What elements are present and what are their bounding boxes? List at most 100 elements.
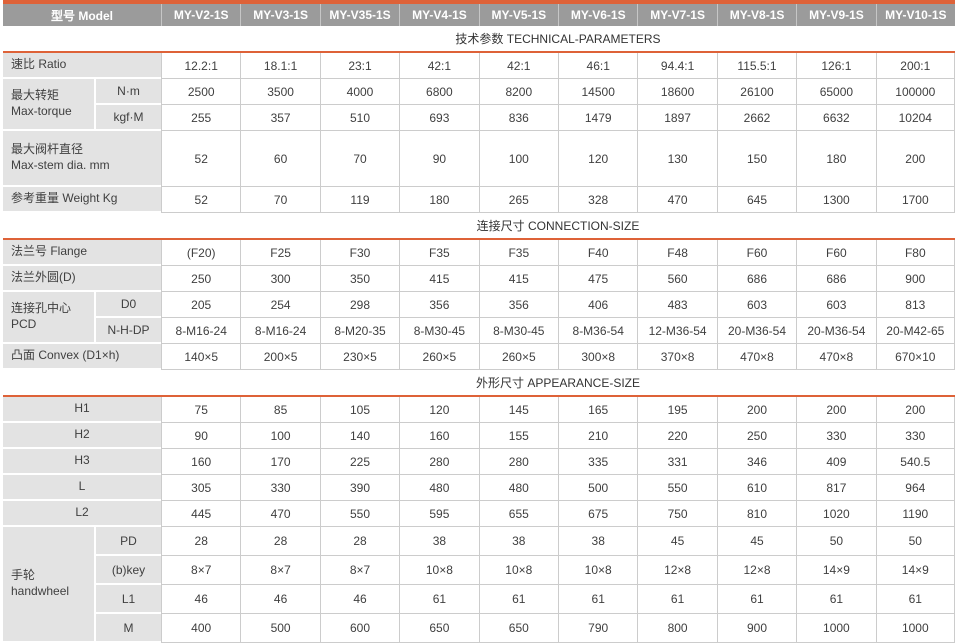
data-cell: 280 bbox=[478, 449, 558, 475]
data-cell: 12-M36-54 bbox=[637, 318, 717, 344]
data-cell: 70 bbox=[240, 187, 320, 213]
group-subrows: D0 205 254 298 356 356 406 483 603 603 813 N-H-DP 8-… bbox=[96, 292, 955, 344]
data-cell: 90 bbox=[161, 423, 241, 449]
data-cell: 650 bbox=[399, 614, 479, 643]
section-title: 连接尺寸 CONNECTION-SIZE bbox=[3, 213, 955, 240]
data-cell: 46 bbox=[319, 585, 400, 614]
data-cell: 45 bbox=[637, 527, 717, 556]
table-group-row: 最大转矩 Max-torque N·m 2500 3500 4000 6800 8200 145… bbox=[3, 79, 955, 131]
data-cell: F30 bbox=[319, 240, 400, 266]
data-cell: 300 bbox=[240, 266, 320, 292]
data-cell: 550 bbox=[319, 501, 400, 527]
data-cell: 483 bbox=[637, 292, 717, 318]
data-cell: 70 bbox=[319, 131, 400, 187]
table-row: 参考重量 Weight Kg 52 70 119 180 265 328 470 645 1300… bbox=[3, 187, 955, 213]
data-cell: 26100 bbox=[716, 79, 797, 105]
data-cell: 195 bbox=[637, 397, 717, 423]
row-label-line: 法兰外圆(D) bbox=[11, 270, 76, 285]
data-cell: 2500 bbox=[161, 79, 241, 105]
row-label: 法兰号 Flange bbox=[3, 240, 161, 266]
data-cell: 42:1 bbox=[478, 53, 558, 79]
data-cell: 550 bbox=[637, 475, 717, 501]
data-cell: 115.5:1 bbox=[716, 53, 797, 79]
data-cell: 230×5 bbox=[319, 344, 400, 370]
data-cell: 61 bbox=[637, 585, 717, 614]
data-cell: 155 bbox=[478, 423, 558, 449]
data-cell: F25 bbox=[240, 240, 320, 266]
table-row: N·m 2500 3500 4000 6800 8200 14500 18600 26100 65… bbox=[96, 79, 955, 105]
model-header-cell: MY-V7-1S bbox=[637, 4, 716, 26]
data-cell: 560 bbox=[637, 266, 717, 292]
spec-table: 型号 Model MY-V2-1S MY-V3-1S MY-V35-1S MY-V4-1… bbox=[3, 0, 955, 643]
data-cell: 20-M36-54 bbox=[716, 318, 797, 344]
data-cell: 200:1 bbox=[875, 53, 955, 79]
table-group-row: 手轮 handwheel PD 28 28 28 38 38 38 45 45 50 50 (b)key 8… bbox=[3, 527, 955, 643]
data-cell: 595 bbox=[399, 501, 479, 527]
data-cell: F40 bbox=[558, 240, 638, 266]
data-cell: 225 bbox=[319, 449, 400, 475]
data-cell: 52 bbox=[161, 131, 241, 187]
data-cell: 900 bbox=[716, 614, 797, 643]
row-label: L bbox=[3, 475, 161, 501]
data-cell: 14×9 bbox=[796, 556, 876, 585]
data-cell: 38 bbox=[478, 527, 558, 556]
table-row: H2 90 100 140 160 155 210 220 250 330 330 bbox=[3, 423, 955, 449]
data-cell: 200 bbox=[875, 131, 955, 187]
model-header-cell: MY-V8-1S bbox=[716, 4, 796, 26]
table-group-row: 连接孔中心 PCD D0 205 254 298 356 356 406 483 603 603 813… bbox=[3, 292, 955, 344]
data-cell: 200 bbox=[796, 397, 876, 423]
row-sublabel: kgf·M bbox=[96, 105, 161, 131]
table-row: L 305 330 390 480 480 500 550 610 817 964 bbox=[3, 475, 955, 501]
data-cell: 540.5 bbox=[875, 449, 955, 475]
model-header-cell: MY-V2-1S bbox=[161, 4, 240, 26]
data-cell: 813 bbox=[875, 292, 955, 318]
group-label-line: Max-torque bbox=[11, 104, 72, 118]
row-label-line: 参考重量 Weight Kg bbox=[11, 191, 118, 206]
data-cell: 406 bbox=[558, 292, 638, 318]
row-cells: (F20) F25 F30 F35 F35 F40 F48 F60 F60 F80 bbox=[161, 240, 955, 266]
data-cell: 61 bbox=[399, 585, 479, 614]
data-cell: 12.2:1 bbox=[161, 53, 241, 79]
data-cell: 10×8 bbox=[399, 556, 479, 585]
row-label-line: H3 bbox=[74, 453, 90, 468]
data-cell: 10×8 bbox=[558, 556, 638, 585]
row-label-line: 凸面 Convex (D1×h) bbox=[11, 348, 120, 363]
row-label-line: H2 bbox=[74, 427, 90, 442]
data-cell: 50 bbox=[796, 527, 876, 556]
data-cell: 328 bbox=[558, 187, 638, 213]
row-label: H2 bbox=[3, 423, 161, 449]
row-label-line: 法兰号 Flange bbox=[11, 244, 88, 259]
group-label-line: handwheel bbox=[11, 584, 70, 598]
table-row: 最大阀杆直径 Max-stem dia. mm 52 60 70 90 100 120 130 1… bbox=[3, 131, 955, 187]
data-cell: 38 bbox=[399, 527, 479, 556]
data-cell: 370×8 bbox=[637, 344, 717, 370]
group-label: 手轮 handwheel bbox=[3, 527, 96, 643]
table-row: 速比 Ratio 12.2:1 18.1:1 23:1 42:1 42:1 46:1 94.4… bbox=[3, 53, 955, 79]
group-label-line: 手轮 bbox=[11, 568, 36, 583]
data-cell: 1897 bbox=[637, 105, 717, 131]
row-label: H3 bbox=[3, 449, 161, 475]
data-cell: 305 bbox=[161, 475, 241, 501]
row-label-line: H1 bbox=[74, 401, 90, 416]
row-label: 速比 Ratio bbox=[3, 53, 161, 79]
data-cell: 65000 bbox=[796, 79, 876, 105]
data-cell: 20-M36-54 bbox=[796, 318, 876, 344]
data-cell: 670×10 bbox=[875, 344, 955, 370]
data-cell: 645 bbox=[716, 187, 797, 213]
data-cell: 200×5 bbox=[240, 344, 320, 370]
data-cell: 356 bbox=[399, 292, 479, 318]
data-cell: F80 bbox=[875, 240, 955, 266]
data-cell: 61 bbox=[796, 585, 876, 614]
row-sublabel: N·m bbox=[96, 79, 161, 105]
row-label-line: L bbox=[78, 479, 86, 494]
data-cell: 2662 bbox=[716, 105, 797, 131]
data-cell: F35 bbox=[399, 240, 479, 266]
data-cell: 415 bbox=[478, 266, 558, 292]
data-cell: 255 bbox=[161, 105, 241, 131]
data-cell: 357 bbox=[240, 105, 320, 131]
data-cell: 330 bbox=[875, 423, 955, 449]
data-cell: F60 bbox=[796, 240, 876, 266]
data-cell: 400 bbox=[161, 614, 241, 643]
data-cell: 8-M20-35 bbox=[319, 318, 400, 344]
row-cells: 160 170 225 280 280 335 331 346 409 540.5 bbox=[161, 449, 955, 475]
